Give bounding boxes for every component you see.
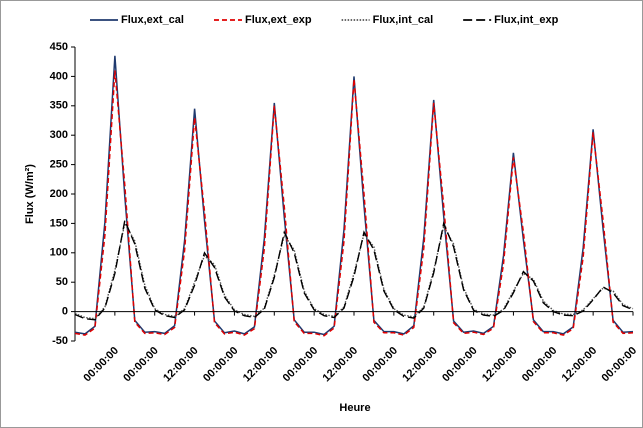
y-tick-label: 450 [50, 41, 68, 53]
y-tick-label: 250 [50, 159, 68, 171]
y-tick-label: 100 [50, 247, 68, 259]
y-tick-label: 150 [50, 217, 68, 229]
y-tick-label: 400 [50, 70, 68, 82]
series-line [74, 55, 634, 336]
y-tick-label: 300 [50, 129, 68, 141]
legend-label: Flux,ext_exp [245, 14, 312, 26]
legend-label: Flux,int_exp [494, 14, 558, 26]
y-tick-label: 200 [50, 188, 68, 200]
y-tick-label: 350 [50, 100, 68, 112]
y-axis-label: Flux (W/m²) [24, 164, 36, 224]
series-line [74, 218, 634, 321]
y-tick-label: 0 [62, 306, 68, 318]
x-axis-label: Heure [339, 402, 370, 414]
series-line [74, 70, 634, 337]
legend: Flux,ext_cal Flux,ext_exp Flux,int_cal Flux… [90, 14, 559, 26]
y-tick-label: -50 [52, 335, 68, 347]
legend-label: Flux,ext_cal [121, 14, 184, 26]
legend-label: Flux,int_cal [373, 14, 434, 26]
y-tick-label: 50 [56, 276, 68, 288]
